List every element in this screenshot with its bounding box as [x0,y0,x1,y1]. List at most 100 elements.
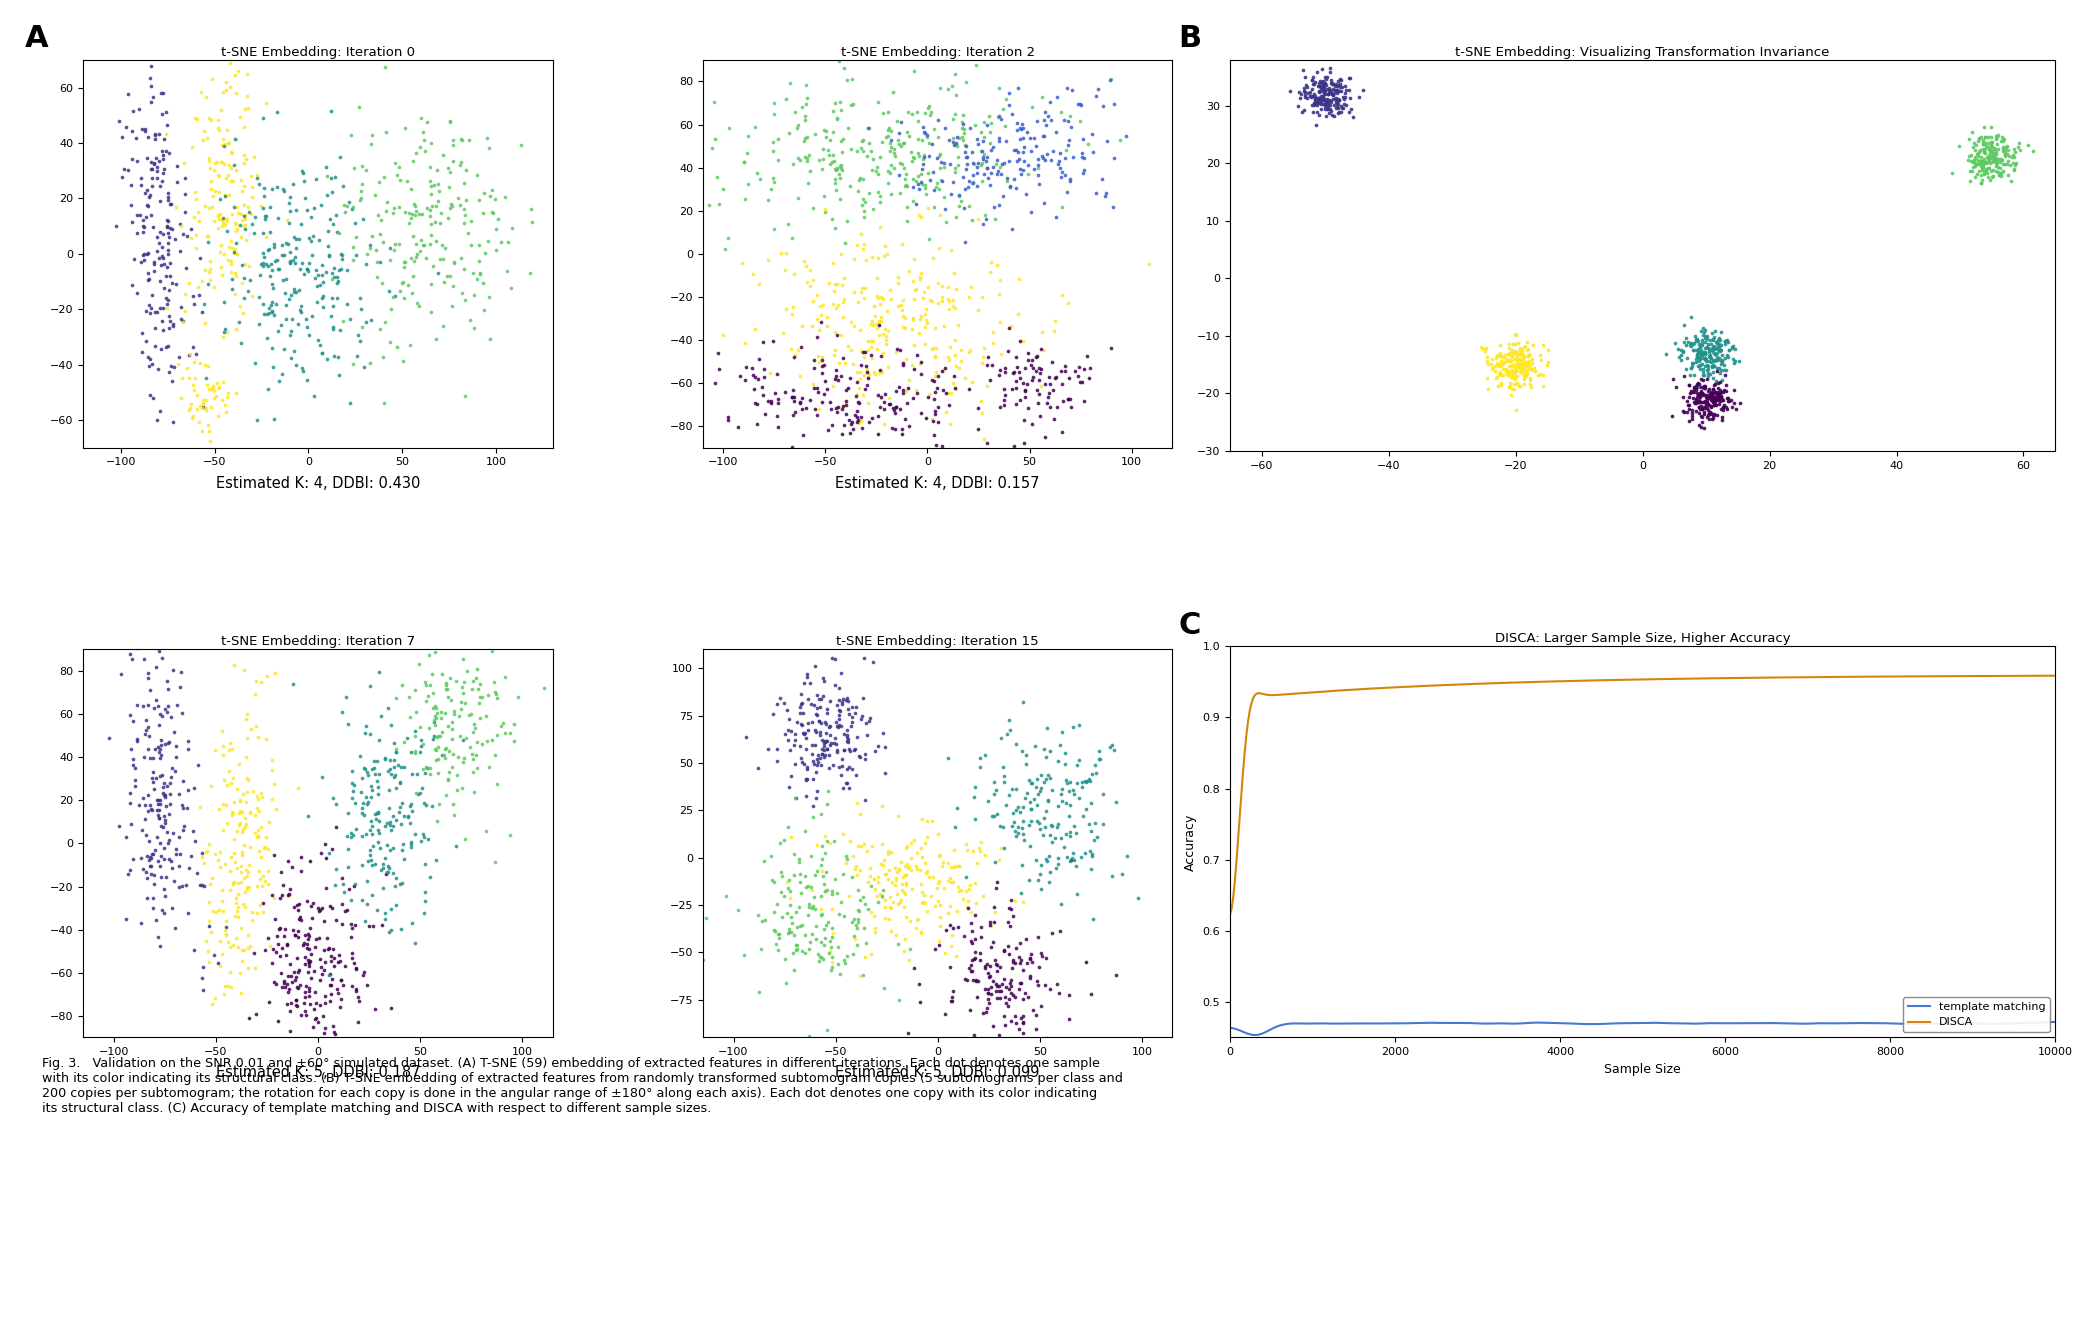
Point [1090,182,1123,203]
Point [1696,379,1729,400]
Point [878,399,911,420]
Point [843,362,876,383]
Point [143,855,176,876]
Point [135,152,168,173]
Point [999,986,1032,1007]
Point [1657,368,1690,390]
Point [1302,89,1335,110]
Point [926,855,959,876]
Point [974,914,1007,935]
Point [1308,96,1341,117]
Point [401,293,434,314]
Point [1686,398,1719,419]
Point [845,137,878,158]
Point [805,903,839,924]
Point [222,936,255,958]
Point [170,226,203,247]
Point [1310,90,1343,112]
Point [220,21,253,43]
Point [1954,160,1987,181]
Point [417,211,450,233]
Point [774,922,808,943]
Point [355,309,388,330]
Point [1981,138,2014,160]
Point [1700,386,1733,407]
Point [1673,395,1706,416]
Point [980,974,1013,995]
Point [220,892,253,914]
Point [1308,81,1341,102]
Point [847,834,880,855]
Point [203,857,237,878]
Point [1476,359,1509,380]
Point [988,939,1021,960]
Point [1082,747,1115,769]
Point [1991,165,2024,186]
Point [938,133,972,154]
Point [1690,386,1723,407]
Point [154,253,187,274]
Point [926,290,959,311]
Point [984,815,1017,837]
Point [417,641,450,662]
Point [203,120,237,141]
Point [878,142,911,164]
Point [990,935,1023,956]
Point [282,899,316,920]
Point [301,275,334,297]
Point [785,399,818,420]
Point [841,726,874,747]
Point [154,706,187,728]
Point [305,343,338,364]
Point [996,950,1030,971]
Point [293,955,326,976]
Point [262,934,295,955]
Point [359,239,392,261]
Point [1698,348,1731,370]
Point [125,819,158,841]
Point [197,210,230,231]
Point [864,396,897,418]
Point [905,306,938,327]
Point [851,331,884,352]
Point [1684,355,1717,376]
Point [386,674,419,696]
Point [992,177,1026,198]
Point [1970,136,2003,157]
Point [316,319,349,340]
Point [453,223,486,245]
Point [938,355,972,376]
Point [434,161,467,182]
Point [1312,90,1345,112]
Point [963,927,996,948]
Point [164,676,197,697]
Point [1478,356,1511,378]
Point [945,339,978,360]
Point [224,950,257,971]
Point [1034,92,1067,113]
Point [397,283,430,305]
Point [1063,110,1096,132]
Point [735,356,768,378]
Point [185,81,218,102]
Point [1991,140,2024,161]
Point [1314,82,1347,104]
Point [976,1015,1009,1036]
Point [1511,363,1545,384]
Point [1709,330,1742,351]
Point [1320,74,1354,96]
Point [795,924,828,946]
Point [1962,142,1995,164]
Point [228,817,262,838]
Point [419,698,453,720]
Point [127,245,160,266]
Point [808,733,841,754]
Point [1478,360,1511,382]
Point [1048,769,1082,790]
Point [424,249,457,270]
Point [222,801,255,822]
Point [401,200,434,221]
Point [1040,858,1073,879]
Point [820,364,853,386]
Point [239,207,272,229]
